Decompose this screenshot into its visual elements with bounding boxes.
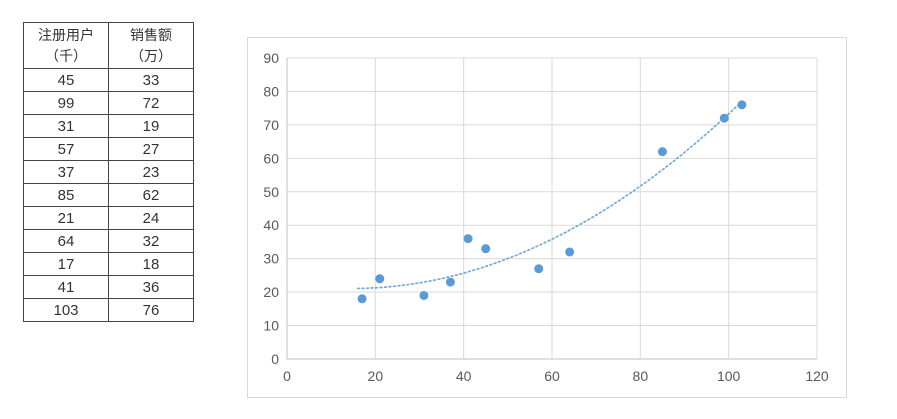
table-row: 41 36 [23,275,194,299]
scatter-chart[interactable]: 0 10 20 30 40 50 60 70 80 90 0 20 40 60 80 100 120 [248,38,846,397]
table-cell[interactable]: 23 [108,160,194,184]
table-cell[interactable]: 85 [23,183,109,207]
table-row: 21 24 [23,206,194,230]
table-cell[interactable]: 19 [108,114,194,138]
scatter-point[interactable] [534,264,544,274]
table-header-row: 注册用户 （千） 销售额 （万） [23,22,194,69]
data-table: 注册用户 （千） 销售额 （万） 45 33 99 72 31 19 57 27 37 23 85 6… [23,22,194,322]
scatter-point[interactable] [719,113,729,123]
table-cell[interactable]: 57 [23,137,109,161]
table-row: 103 76 [23,298,194,322]
table-cell[interactable]: 37 [23,160,109,184]
table-cell[interactable]: 27 [108,137,194,161]
table-row: 57 27 [23,137,194,161]
scatter-point[interactable] [737,100,747,110]
col-header-title: 注册用户 [38,27,94,44]
table-cell[interactable]: 45 [23,68,109,92]
y-tick-label: 20 [263,284,279,300]
table-cell[interactable]: 18 [108,252,194,276]
table-row: 17 18 [23,252,194,276]
table-cell[interactable]: 72 [108,91,194,115]
table-row: 99 72 [23,91,194,115]
table-cell[interactable]: 33 [108,68,194,92]
table-cell[interactable]: 41 [23,275,109,299]
scatter-point[interactable] [357,294,367,304]
x-tick-label: 80 [633,368,649,384]
x-tick-label: 0 [283,368,291,384]
scatter-point[interactable] [481,244,491,254]
table-cell[interactable]: 36 [108,275,194,299]
scatter-point[interactable] [375,274,385,284]
x-tick-label: 40 [456,368,472,384]
y-tick-label: 10 [263,318,279,334]
table-row: 37 23 [23,160,194,184]
scatter-point[interactable] [463,234,473,244]
table-row: 45 33 [23,68,194,92]
table-row: 64 32 [23,229,194,253]
table-cell[interactable]: 99 [23,91,109,115]
table-cell[interactable]: 32 [108,229,194,253]
x-tick-label: 100 [717,368,741,384]
col-header-unit: （千） [45,47,87,64]
y-tick-label: 60 [263,150,279,166]
y-tick-label: 50 [263,184,279,200]
y-tick-label: 40 [263,217,279,233]
table-cell[interactable]: 17 [23,252,109,276]
table-cell[interactable]: 31 [23,114,109,138]
scatter-point[interactable] [657,147,667,157]
table-cell[interactable]: 21 [23,206,109,230]
scatter-chart-card[interactable]: 0 10 20 30 40 50 60 70 80 90 0 20 40 60 80 100 120 [247,37,847,398]
x-tick-label: 20 [368,368,384,384]
scatter-point[interactable] [419,290,429,300]
y-tick-label: 30 [263,251,279,267]
table-cell[interactable]: 24 [108,206,194,230]
y-tick-label: 70 [263,117,279,133]
y-tick-label: 0 [271,351,279,367]
col-header-registered-users[interactable]: 注册用户 （千） [23,22,109,69]
table-cell[interactable]: 64 [23,229,109,253]
x-tick-label: 60 [544,368,560,384]
scatter-point[interactable] [445,277,455,287]
table-header: 注册用户 （千） 销售额 （万） [23,22,194,69]
y-tick-label: 90 [263,50,279,66]
trendline[interactable] [356,98,745,290]
scatter-point[interactable] [565,247,575,257]
table-body: 45 33 99 72 31 19 57 27 37 23 85 62 21 24 64 32 17 18 41 36… [23,68,194,322]
x-tick-label: 120 [805,368,829,384]
col-header-title: 销售额 [130,27,172,44]
table-cell[interactable]: 103 [23,298,109,322]
table-cell[interactable]: 76 [108,298,194,322]
table-row: 31 19 [23,114,194,138]
col-header-sales[interactable]: 销售额 （万） [108,22,194,69]
col-header-unit: （万） [130,47,172,64]
table-cell[interactable]: 62 [108,183,194,207]
table-row: 85 62 [23,183,194,207]
y-tick-label: 80 [263,83,279,99]
